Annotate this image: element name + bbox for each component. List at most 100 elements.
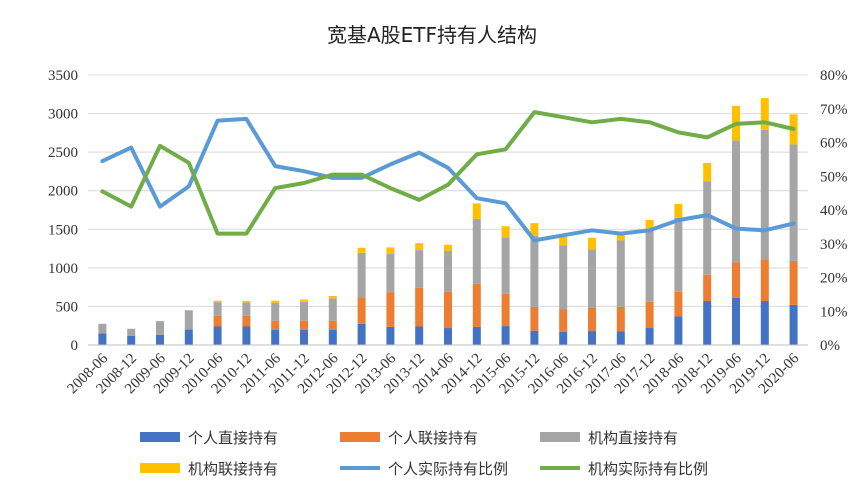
bar-segment [300, 329, 308, 345]
bar-segment [703, 181, 712, 275]
bar-segment [674, 291, 683, 317]
y-left-tick-label: 2000 [48, 184, 78, 200]
bar-segment [386, 247, 395, 254]
legend-swatch [340, 432, 380, 442]
bar-segment [328, 298, 337, 321]
legend-label: 机构联接持有 [188, 460, 278, 478]
bar-segment [357, 252, 366, 298]
bar-segment [559, 237, 568, 246]
legend-label: 个人直接持有 [188, 429, 278, 447]
bar-segment [760, 98, 769, 130]
axes: 0 500 1000 1500 2000 2500 3000 3500 0% 10% 20% 30% 4… [48, 68, 848, 397]
bar-segment [732, 297, 740, 345]
bar-segment [501, 326, 510, 345]
bar-segment [530, 330, 539, 345]
y-left-tick-label: 1500 [48, 222, 78, 238]
bar-segment [559, 331, 568, 345]
bar-segment [616, 231, 625, 241]
chart-title: 宽基A股ETF持有人结构 [327, 23, 537, 47]
bar-segment [501, 293, 510, 327]
bar-segment [645, 328, 654, 345]
y-left-tick-label: 0 [71, 338, 79, 354]
bar-segment [674, 217, 683, 292]
bar-segment [328, 320, 337, 330]
bar-segment [271, 320, 280, 330]
bar-segment [472, 326, 481, 345]
bar-segment [472, 283, 481, 327]
bar-segment [242, 326, 251, 345]
bar-segment [127, 335, 136, 345]
bar-segment [789, 260, 798, 305]
y-right-tick-label: 20% [820, 271, 848, 287]
bars [98, 98, 798, 345]
bar-segment [588, 331, 596, 345]
y-left-tick-label: 500 [56, 299, 79, 315]
bar-segment [645, 230, 654, 302]
y-right-tick-label: 30% [820, 237, 848, 253]
bar-segment [645, 301, 654, 329]
bar-segment [156, 321, 164, 335]
bar-segment [616, 240, 625, 307]
bar-segment [444, 250, 452, 292]
y-right-tick-label: 10% [820, 304, 848, 320]
bar-segment [98, 333, 107, 345]
y-left-tick-label: 2500 [48, 145, 78, 161]
bar-segment [127, 328, 136, 336]
bar-segment [501, 226, 510, 238]
bar-segment [328, 329, 337, 345]
bar-segment [789, 144, 798, 261]
bar-segment [300, 320, 308, 330]
bar-segment [703, 301, 712, 345]
bar-segment [444, 291, 452, 329]
bar-segment [357, 247, 366, 253]
bar-segment [242, 302, 251, 316]
bar-segment [760, 129, 769, 260]
legend-swatch [140, 432, 180, 442]
bar-segment [184, 329, 193, 345]
bar-segment [789, 304, 798, 345]
bar-segment [386, 292, 395, 327]
legend-swatch [140, 463, 180, 473]
bar-segment [357, 297, 366, 324]
bar-segment [760, 259, 769, 302]
legend-label: 机构实际持有比例 [588, 460, 708, 478]
bar-segment [98, 323, 107, 334]
bar-segment [415, 326, 424, 345]
bar-segment [444, 328, 452, 345]
bar-segment [559, 245, 568, 310]
legend-swatch [540, 432, 580, 442]
bar-segment [156, 334, 164, 345]
y-left-tick-label: 3500 [48, 68, 78, 84]
bar-segment [213, 302, 222, 316]
bar-segment [271, 329, 280, 345]
y-right-tick-label: 70% [820, 102, 848, 118]
legend-label: 个人联接持有 [388, 429, 478, 447]
series-line [100, 116, 796, 243]
bar-segment [386, 326, 395, 345]
bar-segment [271, 302, 280, 321]
bar-segment [213, 300, 222, 303]
bar-segment [415, 250, 424, 288]
y-left-tick-label: 1000 [48, 261, 78, 277]
bar-segment [300, 301, 308, 321]
bar-segment [732, 262, 740, 298]
y-right-tick-label: 50% [820, 169, 848, 185]
bar-segment [588, 249, 596, 308]
y-right-tick-label: 60% [820, 136, 848, 152]
y-right-tick-label: 0% [820, 338, 840, 354]
bar-segment [530, 223, 539, 236]
bar-segment [213, 315, 222, 327]
bar-segment [242, 301, 251, 303]
bar-segment [415, 243, 424, 251]
bar-segment [616, 331, 625, 345]
bar-segment [616, 306, 625, 332]
bar-segment [444, 244, 452, 251]
bar-segment [588, 307, 596, 332]
bar-segment [300, 299, 308, 302]
y-left-tick-label: 3000 [48, 107, 78, 123]
bar-segment [213, 326, 222, 345]
y-right-tick-label: 80% [820, 68, 848, 84]
